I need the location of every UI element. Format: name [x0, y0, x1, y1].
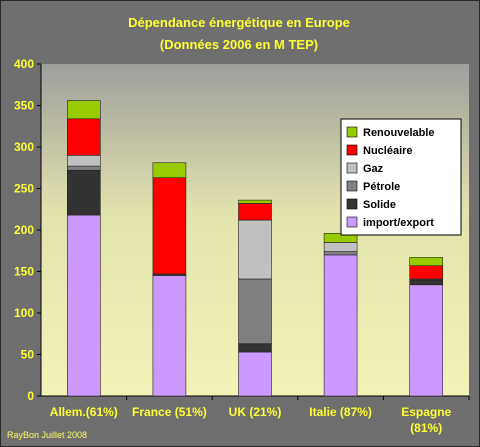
bar-segment	[67, 169, 101, 216]
y-tick-label: 0	[27, 389, 34, 403]
legend-box	[340, 118, 462, 236]
legend-swatch	[346, 144, 358, 156]
legend-swatch	[346, 198, 358, 210]
y-tick-label: 350	[14, 99, 34, 113]
bar-segment	[323, 251, 358, 256]
y-tick-label: 300	[14, 140, 34, 154]
x-category-label: Espagne	[401, 405, 451, 419]
legend-label: Solide	[363, 199, 396, 211]
bar-segment	[67, 165, 101, 171]
bar-segment	[152, 162, 187, 179]
x-category-label: Allem.(61%)	[50, 405, 118, 419]
bar-segment	[67, 100, 101, 120]
legend-swatch	[346, 216, 358, 228]
chart-title: Dépendance énergétique en Europe	[128, 15, 350, 30]
x-category-label: France (51%)	[132, 405, 207, 419]
bar-segment	[238, 343, 272, 353]
bar-segment	[238, 278, 272, 345]
bar-segment	[409, 257, 444, 266]
chart-subtitle: (Données 2006 en M TEP)	[160, 37, 318, 52]
y-tick-label: 150	[14, 265, 34, 279]
legend-swatch	[346, 126, 358, 138]
bar-segment	[238, 199, 272, 204]
bar-segment	[238, 219, 272, 280]
bar-segment	[238, 351, 272, 397]
y-tick-label: 100	[14, 306, 34, 320]
legend-label: Pétrole	[363, 181, 400, 193]
y-tick-label: 400	[14, 57, 34, 71]
legend-label: Renouvelable	[363, 127, 435, 139]
credit-text: RayBon Juillet 2008	[7, 430, 87, 440]
legend-label: Nucléaire	[363, 145, 413, 157]
bar-segment	[152, 275, 187, 397]
bar-segment	[409, 279, 444, 286]
x-category-label: UK (21%)	[229, 405, 282, 419]
bar-segment	[409, 265, 444, 280]
bar-segment	[67, 155, 101, 167]
bar-segment	[238, 203, 272, 221]
y-tick-label: 250	[14, 182, 34, 196]
legend-label: Gaz	[363, 163, 384, 175]
bar-segment	[323, 254, 358, 397]
x-category-label: Italie (87%)	[309, 405, 372, 419]
x-category-label: (81%)	[410, 421, 442, 435]
bar-segment	[67, 118, 101, 156]
legend-swatch	[346, 180, 358, 192]
bar-segment	[323, 242, 358, 252]
y-tick-label: 50	[21, 348, 35, 362]
y-tick-label: 200	[14, 223, 34, 237]
bar-segment	[152, 177, 187, 275]
bar-segment	[409, 284, 444, 397]
bar-segment	[67, 214, 101, 397]
legend-label: import/export	[363, 217, 434, 229]
legend-swatch	[346, 162, 358, 174]
